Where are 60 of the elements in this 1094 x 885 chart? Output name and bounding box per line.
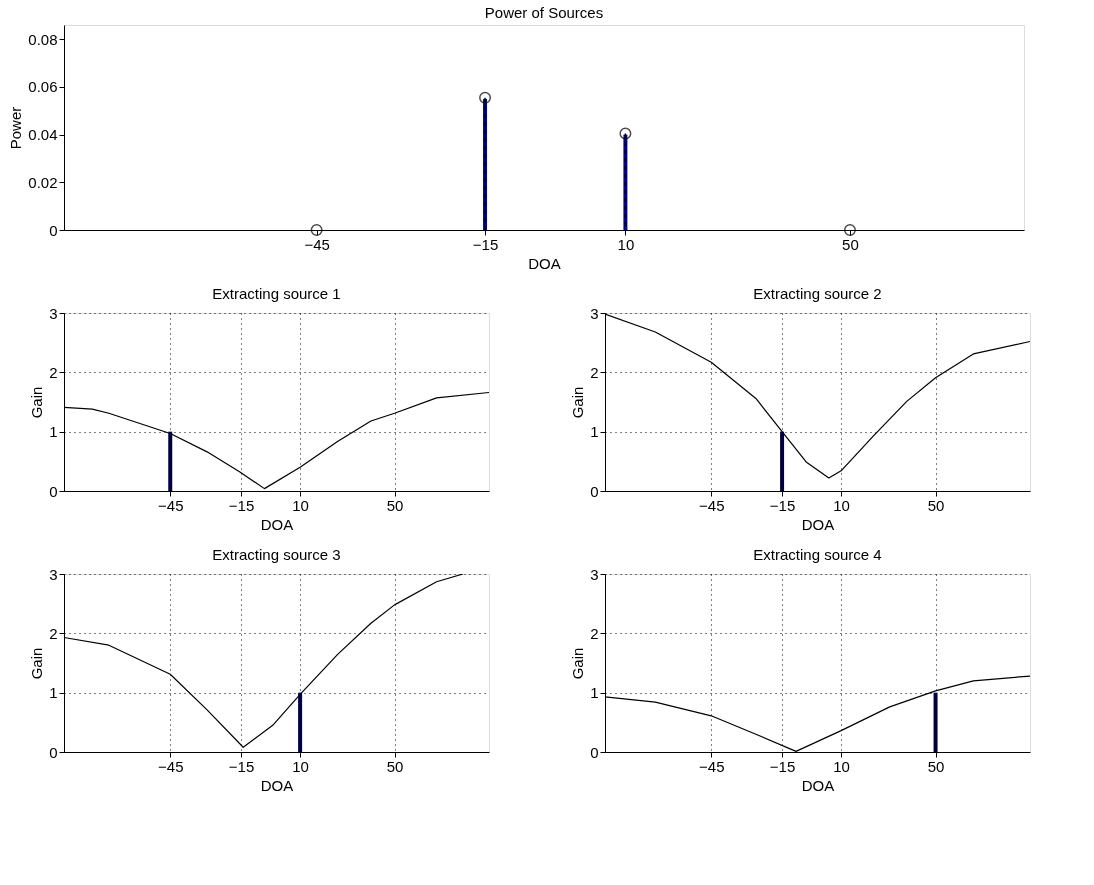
y-axis-title: Gain — [569, 647, 587, 680]
chart-title: Extracting source 1 — [212, 285, 341, 302]
x-tick-label: 50 — [842, 235, 859, 253]
y-tick-label: 0.08 — [28, 30, 58, 48]
y-axis-title: Power — [7, 106, 25, 150]
y-axis-title: Gain — [28, 386, 46, 419]
chart-title: Extracting source 4 — [753, 546, 882, 563]
y-tick-label: 1 — [590, 684, 599, 702]
y-tick-label: 0 — [49, 482, 58, 500]
y-tick-label: 3 — [49, 565, 58, 583]
point — [619, 127, 632, 140]
y-tick-label: 0.06 — [28, 78, 58, 96]
point — [310, 224, 323, 236]
chart-title: Power of Sources — [484, 4, 604, 21]
x-tick-label: 50 — [927, 757, 945, 775]
x-tick-label: −15 — [472, 235, 499, 253]
y-tick-label: 3 — [590, 304, 599, 322]
y-tick-label: 2 — [49, 363, 58, 381]
chart-title: Extracting source 2 — [753, 285, 882, 302]
y-tick-label: 2 — [49, 624, 58, 642]
y-tick-label: 2 — [590, 624, 599, 642]
y-tick-label: 0.04 — [28, 126, 58, 144]
chart-title: Extracting source 3 — [212, 546, 341, 563]
x-axis-title: DOA — [801, 776, 835, 794]
x-tick-label: −45 — [304, 235, 330, 253]
x-tick-label: 10 — [833, 496, 850, 514]
x-axis-title: DOA — [801, 515, 835, 533]
point — [479, 91, 492, 104]
x-tick-label: −15 — [769, 757, 796, 775]
y-tick-label: 3 — [49, 304, 58, 322]
x-tick-label: 50 — [927, 496, 945, 514]
x-tick-label: 10 — [292, 496, 309, 514]
point — [843, 224, 856, 236]
y-axis-title: Gain — [28, 647, 46, 680]
y-tick-label: 1 — [49, 423, 58, 441]
x-tick-label: −15 — [228, 496, 255, 514]
x-tick-label: 10 — [617, 235, 635, 253]
x-tick-label: 50 — [386, 757, 404, 775]
x-tick-label: −45 — [158, 496, 184, 514]
y-tick-label: 1 — [590, 423, 599, 441]
x-tick-label: −15 — [228, 757, 255, 775]
x-tick-label: −45 — [699, 496, 725, 514]
y-tick-label: 3 — [590, 565, 599, 583]
x-tick-label: −45 — [158, 757, 184, 775]
x-axis-title: DOA — [260, 515, 294, 533]
y-tick-label: 0.02 — [28, 173, 58, 191]
x-axis-title: DOA — [260, 776, 294, 794]
x-tick-label: −45 — [699, 757, 725, 775]
x-tick-label: −15 — [769, 496, 796, 514]
y-tick-label: 0 — [49, 743, 58, 761]
x-axis-title: DOA — [528, 254, 561, 272]
y-tick-label: 0 — [49, 221, 58, 239]
y-tick-label: 0 — [590, 482, 599, 500]
y-tick-label: 1 — [49, 684, 58, 702]
y-axis-title: Gain — [569, 386, 587, 419]
x-tick-label: 10 — [833, 757, 850, 775]
y-tick-label: 2 — [590, 363, 599, 381]
x-tick-label: 50 — [386, 496, 404, 514]
y-tick-label: 0 — [590, 743, 599, 761]
x-tick-label: 10 — [292, 757, 309, 775]
